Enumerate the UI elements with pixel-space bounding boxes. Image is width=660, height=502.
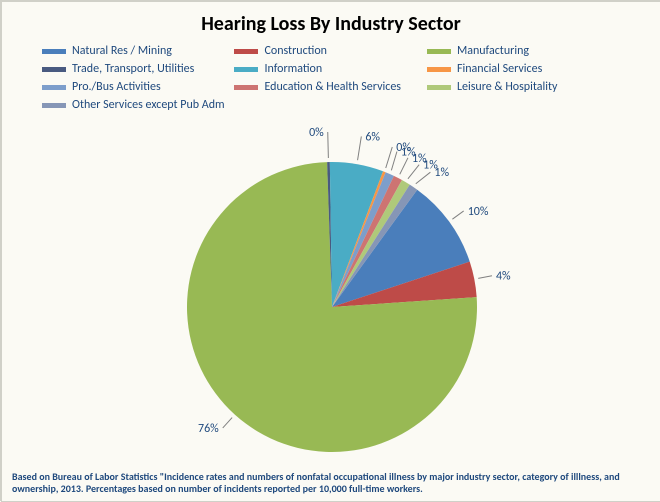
legend-item: Manufacturing: [427, 44, 619, 58]
legend-label: Pro./Bus Activities: [72, 80, 161, 94]
chart-title: Hearing Loss By Industry Sector: [2, 2, 660, 36]
legend-item: Financial Services: [427, 62, 619, 76]
slice-pct-label: 1%: [412, 152, 427, 166]
legend-swatch: [427, 49, 451, 54]
legend-label: Other Services except Pub Adm: [72, 98, 225, 112]
legend-swatch: [427, 85, 451, 90]
pie-chart-container: Hearing Loss By Industry Sector Natural …: [2, 2, 660, 501]
legend-label: Financial Services: [457, 62, 542, 76]
leader-line: [358, 136, 362, 160]
pie-slice: [332, 176, 402, 307]
legend-label: Information: [264, 62, 322, 76]
leader-line: [408, 165, 419, 179]
legend-swatch: [427, 67, 451, 72]
legend-item: Other Services except Pub Adm: [42, 98, 234, 112]
legend-label: Education & Health Services: [264, 80, 401, 94]
slice-pct-label: 0%: [309, 126, 324, 140]
pie-slice: [332, 185, 417, 307]
legend-swatch: [42, 85, 66, 90]
leader-line: [223, 418, 232, 428]
pie-slice: [332, 171, 386, 307]
legend-label: Natural Res / Mining: [72, 44, 172, 58]
legend-item: Pro./Bus Activities: [42, 80, 234, 94]
slice-pct-label: 76%: [198, 422, 219, 436]
slice-pct-label: 10%: [468, 205, 489, 219]
legend-item: Natural Res / Mining: [42, 44, 234, 58]
leader-line: [386, 147, 392, 168]
leader-line: [478, 276, 492, 279]
pie-slice: [332, 262, 477, 307]
pie-slice: [332, 172, 394, 307]
pie-slice: [187, 162, 477, 452]
chart-footnote: Based on Bureau of Labor Statistics "Inc…: [12, 471, 650, 495]
leader-line: [328, 132, 329, 158]
slice-pct-label: 4%: [496, 270, 511, 284]
legend-label: Manufacturing: [457, 44, 529, 58]
slice-pct-label: 1%: [434, 166, 449, 180]
legend-swatch: [234, 67, 258, 72]
legend-label: Leisure & Hospitality: [457, 80, 558, 94]
slice-pct-label: 1%: [423, 159, 438, 173]
slice-pct-label: 6%: [365, 130, 380, 144]
leader-line: [452, 211, 463, 219]
pie-slice: [327, 162, 332, 307]
leader-line: [391, 151, 397, 170]
pie-slice: [332, 180, 410, 307]
leader-line: [400, 158, 408, 174]
legend-swatch: [42, 49, 66, 54]
legend-label: Trade, Transport, Utilities: [72, 62, 194, 76]
legend-label: Construction: [264, 44, 327, 58]
legend-item: Construction: [234, 44, 426, 58]
legend-item: Education & Health Services: [234, 80, 426, 94]
legend-swatch: [42, 67, 66, 72]
legend-item: Trade, Transport, Utilities: [42, 62, 234, 76]
slice-pct-label: 0%: [396, 141, 411, 155]
legend-item: Leisure & Hospitality: [427, 80, 619, 94]
legend-item: Information: [234, 62, 426, 76]
legend-swatch: [234, 49, 258, 54]
slice-pct-label: 1%: [401, 145, 416, 159]
pie-slice: [332, 190, 470, 307]
legend-swatch: [42, 103, 66, 108]
leader-line: [416, 172, 431, 184]
legend-swatch: [234, 85, 258, 90]
legend: Natural Res / Mining Construction Manufact…: [2, 36, 660, 116]
pie-slice: [330, 162, 383, 307]
